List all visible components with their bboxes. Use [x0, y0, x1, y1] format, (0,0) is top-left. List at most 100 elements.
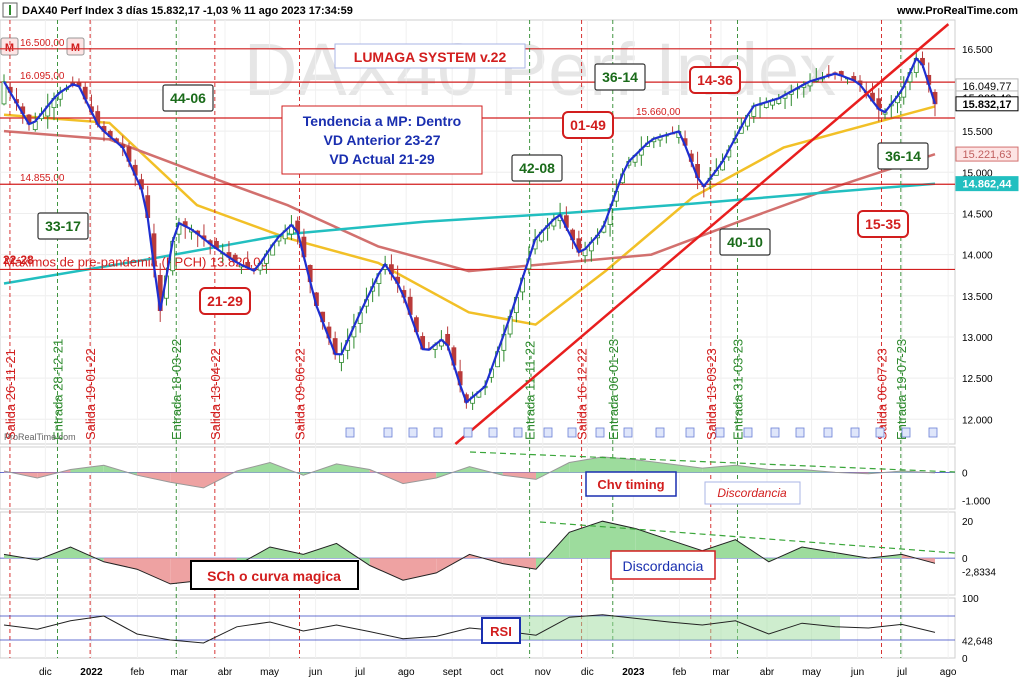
y-tick-label: 15.500 [962, 127, 993, 138]
event-icon [901, 427, 911, 438]
annotation-box [857, 210, 909, 238]
chart-header: DAX40 Perf Index 3 días 15.832,17 -1,03 … [2, 2, 1018, 18]
rsi-panel: 100 0 42,648 [0, 594, 993, 665]
rsi-panel-frame [0, 597, 956, 659]
watermark: DAX40 Perf Index [244, 28, 836, 111]
signal-label: Salida 19-01-22 [83, 348, 98, 440]
chv-timing-label: Chv timing [597, 477, 664, 492]
annotation-label: 36-14 [602, 69, 638, 85]
annotation-box [719, 228, 771, 256]
price-badge: 15.832,17 [963, 99, 1012, 111]
system-label: LUMAGA SYSTEM v.22 [354, 49, 507, 65]
annotations: 33-17 44-06 21-29 42-08 01-49 36-14 14-36 40-10… [37, 63, 929, 315]
level-label: 16.500,00 [20, 38, 65, 49]
chv-timing-label-box: Chv timing [585, 471, 677, 497]
x-tick-label: ago [940, 667, 957, 678]
chv-timing-panel: 0 -1.000 [0, 451, 991, 508]
rsi-label: RSI [490, 624, 512, 639]
osc-line [3, 520, 936, 585]
osc-area [569, 521, 603, 559]
event-icon [595, 427, 605, 438]
event-icon [795, 427, 805, 438]
event-icon [383, 427, 393, 438]
y-tick-label: 12.500 [962, 374, 993, 385]
signal-label: Entrada 28-12-21 [50, 339, 65, 440]
osc-area [768, 469, 802, 473]
osc-area [702, 465, 736, 473]
sch-panel: 20 0 -2,8334 [0, 517, 996, 585]
level-label: 16.095,00 [20, 71, 65, 82]
annotation-box [562, 111, 614, 139]
price-badge-box [955, 96, 1019, 112]
event-icon [513, 427, 523, 438]
discordancia-label-1-box: Discordancia [704, 481, 801, 505]
osc-area [569, 456, 603, 473]
annotation-label: 40-10 [727, 234, 763, 250]
divergence-line [469, 451, 956, 473]
rsi-zone [520, 616, 840, 640]
signal-label: Entrada 06-01-23 [606, 339, 621, 440]
annotation-label: 44-06 [170, 90, 206, 106]
x-tick-label: abr [760, 667, 775, 678]
x-tick-label: jul [896, 667, 907, 678]
level-label: Máximos de pre-pandemia (PPCH) 13.820,00 [4, 254, 268, 269]
chart-title: DAX40 Perf Index 3 días 15.832,17 -1,03 … [22, 5, 353, 17]
m-badge-right[interactable]: M [66, 37, 85, 56]
y-tick-label: 13.000 [962, 333, 993, 344]
signal-lines: Salida 26-11-21 Entrada 28-12-21 Salida 19… [3, 20, 909, 658]
x-tick-label: mar [712, 667, 730, 678]
event-icon [685, 427, 695, 438]
signal-label: Entrada 19-07-23 [894, 339, 909, 440]
mini-logo: ProRealTime.com [4, 432, 76, 442]
event-icon [567, 427, 577, 438]
event-icon [463, 427, 473, 438]
x-tick-label: abr [218, 667, 233, 678]
osc-area [735, 465, 769, 473]
osc-area [170, 472, 204, 488]
osc-y-tick: 0 [962, 554, 968, 565]
svg-text:M: M [71, 42, 80, 54]
osc-y-tick: 20 [962, 517, 974, 528]
x-tick-label: dic [39, 667, 52, 678]
signal-label: Entrada 31-03-23 [731, 339, 746, 440]
price-candles [1, 51, 938, 410]
uptrend-line [454, 23, 950, 445]
overlap-label: 22-28 [3, 253, 34, 267]
x-axis: dic 2022 feb mar abr may jun jul ago sept oct nov di… [39, 667, 957, 678]
event-icon [875, 427, 885, 438]
source-label: www.ProRealTime.com [896, 5, 1018, 17]
annotation-label: 42-08 [519, 160, 555, 176]
osc-area [669, 463, 703, 473]
x-tick-label: oct [490, 667, 504, 678]
x-tick-label: may [260, 667, 279, 678]
annotation-box [199, 287, 251, 315]
x-tick-label: ago [398, 667, 415, 678]
trend-box: Tendencia a MP: Dentro VD Anterior 23-27… [281, 105, 483, 175]
x-tick-label: nov [535, 667, 551, 678]
event-icon [770, 427, 780, 438]
trend-box-line-3: VD Actual 21-29 [329, 151, 435, 167]
level-label: 14.855,00 [20, 173, 65, 184]
osc-area [137, 472, 171, 483]
candle-body [339, 353, 344, 363]
osc-current-value: 42,648 [962, 636, 993, 647]
osc-area [502, 558, 536, 570]
discordancia-label-2: Discordancia [623, 558, 704, 574]
x-tick-label: jul [354, 667, 365, 678]
event-icon [623, 427, 633, 438]
annotation-box [162, 84, 214, 112]
price-panel-frame [0, 19, 956, 445]
event-icon [433, 427, 443, 438]
m-badge-left[interactable]: M [0, 37, 19, 56]
signal-label: Entrada 11-11-22 [523, 341, 538, 440]
rsi-label-box: RSI [481, 617, 521, 644]
osc-area [403, 558, 437, 581]
annotation-label: 14-36 [697, 72, 733, 88]
event-icon [928, 427, 938, 438]
level-label: 15.660,00 [636, 107, 681, 118]
trend-box-line-1: Tendencia a MP: Dentro [303, 113, 461, 129]
x-tick-label: mar [170, 667, 188, 678]
osc-area [602, 456, 636, 473]
osc-y-tick: -1.000 [962, 497, 991, 508]
